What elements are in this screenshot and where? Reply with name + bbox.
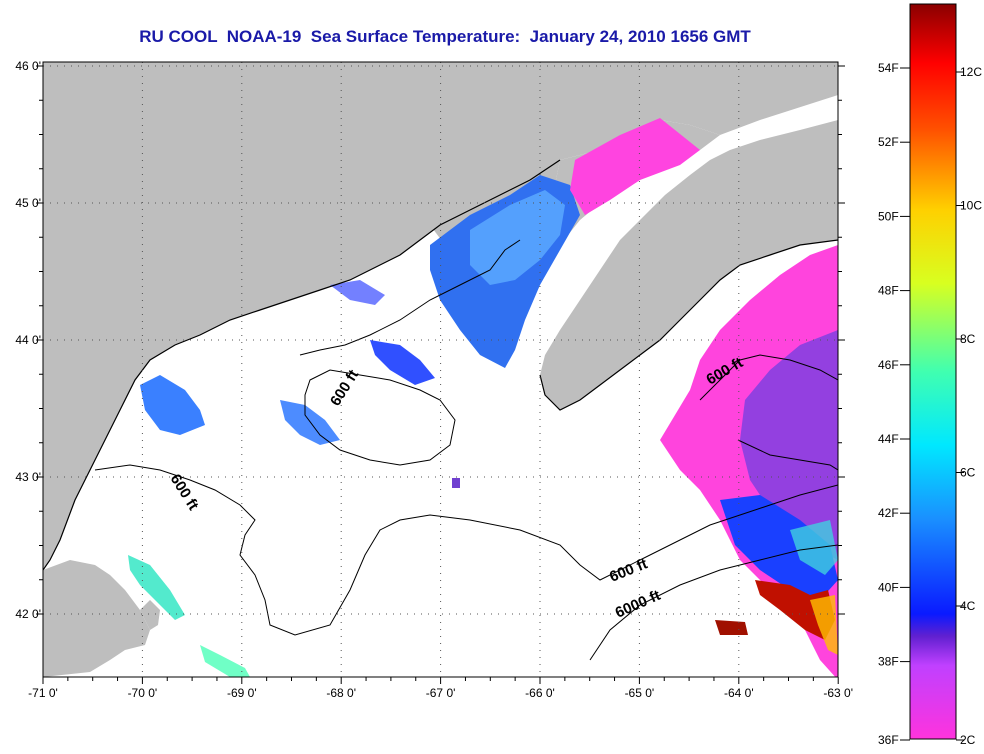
lon-label: -68 0' xyxy=(326,686,356,700)
lon-label: -70 0' xyxy=(128,686,158,700)
colorbar-f-label: 46F xyxy=(878,358,899,372)
colorbar-f-label: 50F xyxy=(878,209,899,223)
colorbar-f-label: 48F xyxy=(878,284,899,298)
contour-600-jordan xyxy=(304,369,456,466)
colorbar-c-label: 2C xyxy=(960,733,976,747)
coastline xyxy=(43,159,561,571)
colorbar-c-label: 4C xyxy=(960,599,976,613)
sst-hot-speck xyxy=(715,620,748,635)
lat-label: 46 0' xyxy=(15,59,41,73)
sst-maine-west xyxy=(140,375,205,435)
contour-6000 xyxy=(589,544,838,661)
map-axes: -71 0' -70 0' -69 0' -68 0' -67 0' -66 0' -65 … xyxy=(15,59,853,700)
lat-label: 45 0' xyxy=(15,196,41,210)
lat-label: 43 0' xyxy=(15,470,41,484)
sst-georges-speck xyxy=(452,478,460,488)
contour-600-gulf xyxy=(94,464,838,636)
colorbar-f-label: 42F xyxy=(878,506,899,520)
sst-cape-ann xyxy=(128,555,185,620)
sst-warm-edge xyxy=(810,595,838,655)
colorbar-c-label: 12C xyxy=(960,65,982,79)
sst-maine-mid xyxy=(280,400,340,445)
sst-minas-basin xyxy=(570,118,700,215)
sst-nantucket xyxy=(200,645,250,677)
lon-label: -63 0' xyxy=(823,686,853,700)
colorbar-c-label: 10C xyxy=(960,199,982,213)
lon-label: -69 0' xyxy=(227,686,257,700)
lon-label: -67 0' xyxy=(426,686,456,700)
isobath-contours xyxy=(94,239,838,661)
sst-warm-core xyxy=(755,580,835,640)
colorbar-f-label: 44F xyxy=(878,432,899,446)
sst-fundy-inner xyxy=(470,190,565,285)
colorbar-f-label: 38F xyxy=(878,655,899,669)
land-nova-scotia xyxy=(540,95,838,410)
colorbar-f-label: 52F xyxy=(878,135,899,149)
contour-600-scotian-2 xyxy=(737,439,838,471)
land-cape-cod xyxy=(43,560,150,677)
lat-label: 44 0' xyxy=(15,333,41,347)
lon-label: -71 0' xyxy=(28,686,58,700)
lon-label: -66 0' xyxy=(525,686,555,700)
sst-scotian-purple xyxy=(740,330,838,560)
contour-600-scotian xyxy=(699,354,838,401)
colorbar-f-label: 40F xyxy=(878,580,899,594)
colorbar-c-label: 8C xyxy=(960,332,976,346)
colorbar xyxy=(909,3,957,740)
lat-label: 42 0' xyxy=(15,607,41,621)
colorbar-c-label: 6C xyxy=(960,466,976,480)
lon-label: -64 0' xyxy=(724,686,754,700)
colorbar-f-label: 36F xyxy=(878,733,899,747)
land-cape-cod-hook xyxy=(140,600,160,630)
sst-maine-east xyxy=(370,340,435,385)
colorbar-f-label: 54F xyxy=(878,61,899,75)
sst-scotian-cyan xyxy=(790,520,838,575)
lon-label: -65 0' xyxy=(625,686,655,700)
sst-scotian-blue xyxy=(720,495,838,600)
sst-maine-east-2 xyxy=(330,280,385,305)
contour-600-maine xyxy=(299,239,521,356)
map-title: RU COOL NOAA-19 Sea Surface Temperature:… xyxy=(139,27,751,46)
colorbar-labels: 54F 52F 50F 48F 46F 44F 42F 40F 38F 36F 12C 10C 8C 6C… xyxy=(878,61,982,747)
